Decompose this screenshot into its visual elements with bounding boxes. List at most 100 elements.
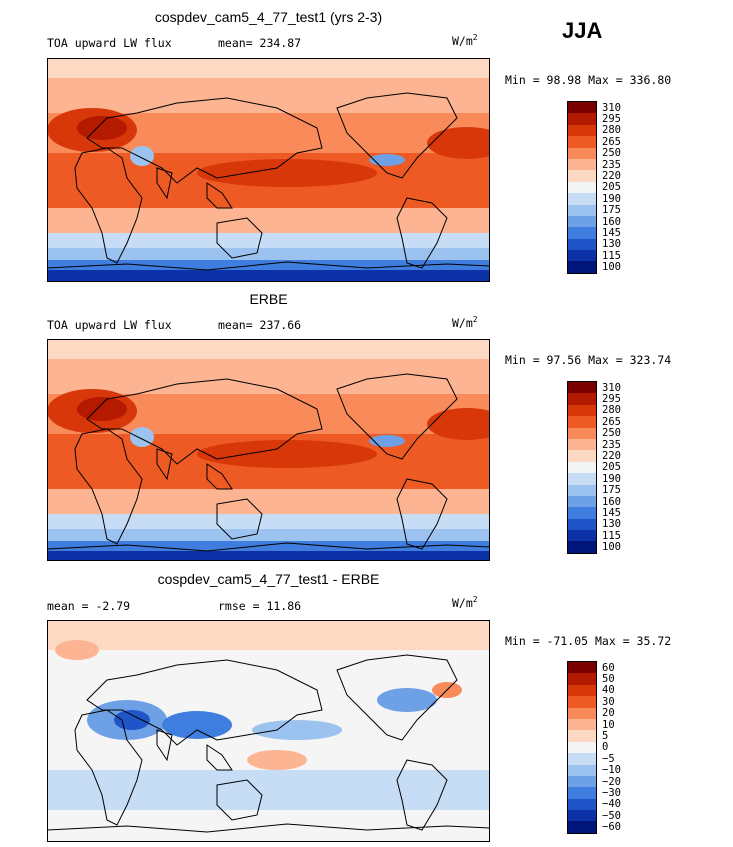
colorbar-swatch: [568, 518, 596, 531]
colorbar-tick-label: 175: [602, 484, 621, 497]
colorbar-tick-label: 235: [602, 158, 621, 171]
coastline: [216, 217, 263, 259]
coastline: [336, 373, 458, 460]
field-contour: [77, 397, 127, 421]
colorbar-swatch: [568, 250, 596, 262]
field-band: [47, 541, 490, 551]
colorbar-tick-label: 310: [602, 101, 621, 114]
colorbar-tick-label: 0: [602, 741, 609, 754]
coastline: [206, 744, 233, 771]
colorbar-swatch: [568, 181, 596, 194]
colorbar-tick-label: 235: [602, 438, 621, 451]
colorbar-tick-label: −30: [602, 786, 621, 799]
panel-3-unit: W/m2: [452, 595, 478, 610]
coastline: [47, 823, 490, 833]
panel-3-mean: mean = -2.79: [47, 599, 131, 613]
field-contour: [427, 408, 490, 440]
colorbar-swatch: [568, 787, 596, 799]
panel-1-colorbar: [567, 101, 597, 274]
field-band: [47, 770, 490, 810]
colorbar-swatch: [568, 662, 596, 674]
field-band: [47, 233, 490, 248]
field-band: [47, 514, 490, 529]
panel-2-mean: mean= 237.66: [218, 318, 302, 332]
coastline: [156, 729, 173, 762]
colorbar-tick-label: 205: [602, 461, 621, 474]
colorbar-tick-label: 130: [602, 518, 621, 531]
colorbar-tick-label: 100: [602, 541, 621, 554]
colorbar-swatch: [568, 215, 596, 228]
colorbar-swatch: [568, 382, 596, 394]
field-contour: [130, 146, 154, 166]
field-contour: [114, 710, 150, 730]
coastline: [74, 147, 143, 264]
colorbar-swatch: [568, 227, 596, 239]
colorbar-tick-label: 220: [602, 449, 621, 462]
colorbar-swatch: [568, 238, 596, 251]
coastline: [86, 97, 323, 184]
map-frame: [47, 58, 490, 282]
colorbar-tick-label: 295: [602, 392, 621, 405]
colorbar-swatch: [568, 696, 596, 708]
field-contour: [77, 116, 127, 140]
coastline: [156, 448, 173, 481]
colorbar-tick-label: 220: [602, 169, 621, 182]
field-contour: [197, 159, 377, 187]
colorbar-swatch: [568, 158, 596, 171]
panel-3-minmax: Min = -71.05 Max = 35.72: [505, 634, 672, 648]
field-band: [47, 529, 490, 541]
coastline: [86, 378, 323, 465]
colorbar-tick-label: 30: [602, 695, 615, 708]
colorbar-swatch: [568, 204, 596, 216]
field-band: [47, 208, 490, 233]
colorbar-swatch: [568, 461, 596, 474]
panel-1-unit: W/m2: [452, 33, 478, 48]
colorbar-swatch: [568, 541, 596, 553]
colorbar-tick-label: 100: [602, 261, 621, 274]
colorbar-swatch: [568, 416, 596, 428]
colorbar-tick-label: 250: [602, 427, 621, 440]
panel-2-title: ERBE: [249, 291, 288, 307]
panel-2-field-label: TOA upward LW flux: [47, 318, 172, 332]
field-band: [47, 58, 490, 78]
colorbar-swatch: [568, 404, 596, 417]
panel-1-mean: mean= 234.87: [218, 36, 302, 50]
coastline: [74, 428, 143, 545]
colorbar-swatch: [568, 473, 596, 485]
panel-1-field-label: TOA upward LW flux: [47, 36, 172, 50]
colorbar-tick-label: 265: [602, 415, 621, 428]
field-contour: [369, 435, 405, 447]
panel-1-title: cospdev_cam5_4_77_test1 (yrs 2-3): [154, 9, 383, 25]
panel-2-unit: W/m2: [452, 315, 478, 330]
field-band: [47, 260, 490, 270]
panel-3-rmse: rmse = 11.86: [218, 599, 302, 613]
colorbar-swatch: [568, 484, 596, 496]
colorbar-tick-label: −5: [602, 752, 615, 765]
map-frame: [47, 339, 490, 561]
coastline: [336, 92, 458, 179]
field-band: [47, 359, 490, 394]
colorbar-tick-label: −60: [602, 821, 621, 834]
coastline: [216, 779, 263, 821]
panel-1-map: [47, 58, 490, 282]
colorbar-tick-label: 115: [602, 249, 621, 262]
field-band: [47, 551, 490, 561]
colorbar-tick-label: 160: [602, 495, 621, 508]
coastline: [47, 542, 490, 552]
field-contour: [377, 688, 437, 712]
colorbar-swatch: [568, 102, 596, 114]
colorbar-swatch: [568, 707, 596, 719]
coastline: [336, 654, 458, 741]
colorbar-swatch: [568, 124, 596, 137]
colorbar-tick-label: 175: [602, 204, 621, 217]
colorbar-swatch: [568, 798, 596, 811]
colorbar-tick-label: 115: [602, 529, 621, 542]
colorbar-tick-label: 60: [602, 661, 615, 674]
panel-3-colorbar: [567, 661, 597, 834]
colorbar-swatch: [568, 810, 596, 822]
colorbar-tick-label: 50: [602, 672, 615, 685]
colorbar-swatch: [568, 821, 596, 833]
colorbar-tick-label: 145: [602, 506, 621, 519]
colorbar-tick-label: 265: [602, 135, 621, 148]
colorbar-swatch: [568, 193, 596, 205]
